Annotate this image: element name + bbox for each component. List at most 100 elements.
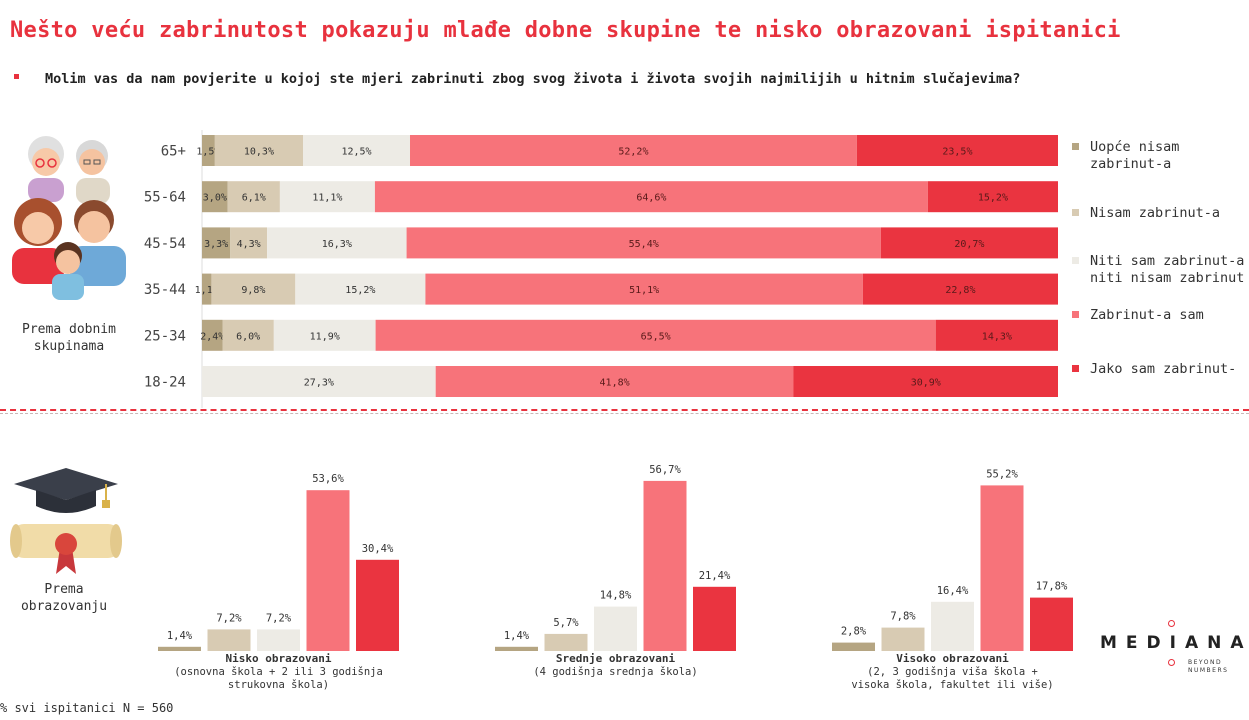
edu-group-label: visoka škola, fakultet ili više) bbox=[851, 679, 1053, 691]
age-bar-value-label: 2,4% bbox=[200, 331, 224, 342]
age-category-label: 18-24 bbox=[144, 375, 186, 391]
age-bar-segment bbox=[214, 135, 304, 166]
age-bar-segment bbox=[410, 135, 857, 166]
edu-bar-value-label: 14,8% bbox=[600, 590, 632, 602]
age-section-label: Prema dobnim skupinama bbox=[22, 322, 116, 354]
legend-swatch bbox=[1072, 365, 1079, 372]
edu-bar-value-label: 30,4% bbox=[362, 543, 394, 555]
legend-label: Nisam zabrinut-a bbox=[1090, 205, 1220, 221]
legend-swatch bbox=[1072, 311, 1079, 318]
age-bar-value-label: 27,3% bbox=[304, 378, 334, 389]
logo-tagline-line-2: NUMBERS bbox=[1188, 667, 1229, 674]
edu-bar bbox=[356, 559, 399, 651]
age-bar-value-label: 30,9% bbox=[911, 378, 941, 389]
edu-bar-value-label: 7,8% bbox=[890, 611, 916, 623]
legend-label: Niti sam zabrinut-a bbox=[1090, 253, 1244, 269]
edu-bar-value-label: 5,7% bbox=[553, 617, 579, 629]
edu-group-label: (4 godišnja srednja škola) bbox=[533, 666, 697, 678]
age-bar-value-label: 23,5% bbox=[942, 147, 972, 158]
age-bar-value-label: 10,3% bbox=[244, 147, 274, 158]
age-bar-segment bbox=[273, 319, 376, 351]
age-bar-value-label: 12,5% bbox=[341, 147, 371, 158]
age-bar-segment bbox=[793, 366, 1058, 397]
page-title: Nešto veću zabrinutost pokazuju mlađe do… bbox=[10, 18, 1121, 43]
legend-label: Uopće nisam bbox=[1090, 139, 1179, 155]
age-category-label: 35-44 bbox=[144, 282, 186, 298]
edu-bar-value-label: 16,4% bbox=[937, 585, 969, 597]
edu-group-label: strukovna škola) bbox=[228, 679, 329, 691]
age-bar-value-label: 15,2% bbox=[345, 285, 375, 296]
age-bar-segment bbox=[374, 181, 928, 213]
age-bar-value-label: 52,2% bbox=[618, 147, 648, 158]
edu-bar bbox=[980, 485, 1024, 651]
age-bar-value-label: 55,4% bbox=[629, 239, 659, 250]
question-text: Molim vas da nam povjerite u kojoj ste m… bbox=[45, 71, 1021, 87]
edu-bar bbox=[832, 642, 875, 651]
age-bar-segment bbox=[202, 319, 223, 351]
logo-tagline: BEYOND NUMBERS bbox=[1188, 659, 1228, 675]
edu-group-label: Visoko obrazovani bbox=[896, 652, 1009, 665]
edu-bar bbox=[1030, 597, 1073, 651]
edu-bar-value-label: 17,8% bbox=[1036, 581, 1068, 593]
age-bar-segment bbox=[279, 181, 375, 213]
edu-bar-value-label: 56,7% bbox=[649, 464, 681, 476]
edu-bar-value-label: 21,4% bbox=[699, 570, 731, 582]
age-bar-segment bbox=[862, 273, 1058, 305]
edu-bar-value-label: 7,2% bbox=[216, 612, 242, 624]
age-bar-segment bbox=[202, 227, 231, 259]
age-bar-value-label: 22,8% bbox=[945, 285, 975, 296]
edu-bar-value-label: 53,6% bbox=[312, 473, 344, 485]
education-grouped-bar-chart: 1,4% 7,2% 7,2% 53,6% 30,4% Nisko obrazovani(o… bbox=[158, 464, 1073, 691]
age-bar-segment bbox=[425, 273, 863, 305]
mediana-logo: MEDIANA bbox=[1100, 633, 1249, 653]
edu-section-label: Prema obrazovanju bbox=[20, 582, 108, 614]
age-bar-value-label: 15,2% bbox=[978, 193, 1008, 204]
edu-bar bbox=[881, 627, 925, 651]
age-bar-value-label: 3,0% bbox=[203, 193, 227, 204]
edu-bar bbox=[594, 606, 637, 651]
edu-bar bbox=[158, 646, 201, 651]
age-bar-segment bbox=[202, 135, 215, 166]
footnote: % svi ispitanici N = 560 bbox=[0, 701, 174, 715]
edu-bar-value-label: 1,4% bbox=[167, 630, 193, 642]
age-bar-value-label: 6,0% bbox=[236, 331, 260, 342]
age-bar-value-label: 11,1% bbox=[312, 193, 342, 204]
edu-group-label: Srednje obrazovani bbox=[556, 652, 676, 665]
edu-bar bbox=[495, 646, 538, 651]
age-bar-segment bbox=[211, 273, 296, 305]
edu-bar bbox=[693, 586, 736, 651]
age-bar-segment bbox=[227, 181, 280, 213]
section-divider bbox=[0, 409, 1249, 411]
edu-bar-value-label: 55,2% bbox=[986, 468, 1018, 480]
legend-label: Jako sam zabrinut- bbox=[1090, 361, 1236, 377]
age-bar-segment bbox=[435, 366, 794, 397]
legend-swatch bbox=[1072, 257, 1079, 264]
age-bar-value-label: 20,7% bbox=[954, 239, 984, 250]
age-bar-value-label: 1,5% bbox=[196, 147, 220, 158]
age-bar-segment bbox=[222, 319, 274, 351]
edu-bar-value-label: 1,4% bbox=[504, 630, 530, 642]
section-divider-secondary bbox=[0, 413, 1249, 414]
edu-group-label: (osnovna škola + 2 ili 3 godišnja bbox=[174, 666, 383, 678]
age-bar-segment bbox=[880, 227, 1058, 259]
edu-bar-value-label: 2,8% bbox=[841, 626, 867, 638]
legend-label: Zabrinut-a sam bbox=[1090, 307, 1204, 323]
edu-bar bbox=[544, 633, 588, 651]
age-bar-segment bbox=[406, 227, 881, 259]
age-bar-segment bbox=[927, 181, 1058, 213]
age-bar-value-label: 64,6% bbox=[636, 193, 666, 204]
age-bar-segment bbox=[295, 273, 426, 305]
graduation-cap-diploma-icon bbox=[10, 468, 122, 574]
age-bar-value-label: 65,5% bbox=[641, 331, 671, 342]
legend-swatch bbox=[1072, 143, 1079, 150]
edu-bar-value-label: 7,2% bbox=[266, 612, 292, 624]
age-bar-value-label: 4,3% bbox=[237, 239, 261, 250]
edu-bar bbox=[931, 601, 974, 651]
edu-bar bbox=[207, 629, 251, 651]
bullet-marker bbox=[14, 74, 19, 79]
age-bar-segment bbox=[375, 319, 936, 351]
age-bar-segment bbox=[202, 366, 436, 397]
edu-bar bbox=[306, 490, 350, 651]
logo-dot-bottom bbox=[1168, 659, 1175, 666]
age-bar-segment bbox=[303, 135, 411, 166]
